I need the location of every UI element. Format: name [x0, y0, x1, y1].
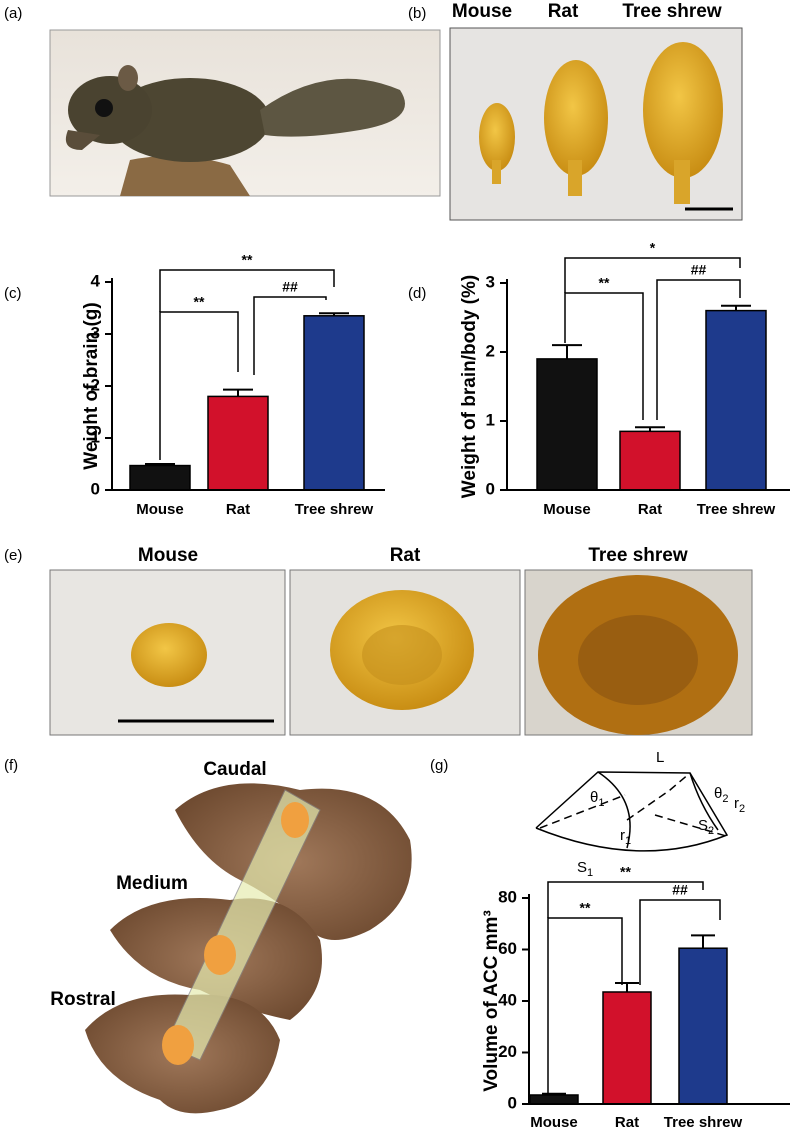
x-tick-label: Rat — [226, 501, 250, 518]
x-tick-label: Rat — [638, 501, 662, 518]
significance-label: * — [650, 240, 656, 256]
diagram-label-sub: 2 — [739, 803, 745, 815]
bar — [303, 315, 365, 491]
photo-coronal-sections — [49, 569, 753, 736]
x-tick-label: Tree shrew — [697, 501, 776, 518]
y-tick-label: 0 — [91, 479, 100, 498]
photo-label: Tree shrew — [622, 1, 721, 22]
diagram-label-main: L — [656, 749, 664, 766]
slice-label: Caudal — [203, 759, 266, 780]
diagram-label-main: θ — [714, 785, 722, 802]
significance-bracket — [547, 881, 704, 918]
significance-label: ** — [194, 294, 205, 310]
brain-slices-diagram — [85, 783, 412, 1114]
slice-label: Medium — [116, 873, 188, 894]
bar — [529, 1094, 579, 1105]
panel-label: (f) — [4, 757, 18, 774]
significance-label: ** — [599, 275, 610, 291]
significance-label: ## — [672, 882, 688, 898]
y-tick-label: 3 — [91, 323, 100, 342]
diagram-label-sub: 2 — [708, 825, 714, 837]
significance-bracket — [159, 311, 239, 460]
diagram-label-sub: 1 — [598, 797, 604, 809]
y-tick-label: 0 — [486, 479, 495, 498]
bar — [678, 947, 728, 1105]
significance-label: ** — [620, 864, 631, 880]
diagram-label-sub: 1 — [587, 867, 593, 879]
y-tick-label: 2 — [91, 375, 100, 394]
y-tick-label: 80 — [498, 887, 517, 906]
significance-bracket — [564, 292, 644, 420]
bar — [602, 991, 652, 1105]
bar — [619, 430, 681, 491]
diagram-label-main: θ — [590, 789, 598, 806]
x-tick-label: Rat — [615, 1114, 639, 1131]
y-tick-label: 4 — [91, 271, 101, 290]
significance-label: ## — [691, 262, 707, 278]
diagram-label-main: r — [734, 795, 739, 812]
x-tick-label: Tree shrew — [664, 1114, 743, 1131]
y-tick-label: 0 — [508, 1093, 517, 1112]
y-tick-label: 1 — [91, 427, 100, 446]
bar-chart: 0 20 40 60 80 Mouse Rat Tree shrew Volume of ACC… — [481, 864, 790, 1131]
diagram-label: r2 — [734, 795, 745, 815]
y-tick-label: 1 — [486, 410, 495, 429]
bar — [705, 309, 767, 491]
x-tick-label: Mouse — [136, 501, 184, 518]
panel-label: (b) — [408, 5, 426, 22]
significance-bracket — [547, 917, 623, 1093]
y-tick-label: 20 — [498, 1042, 517, 1061]
significance-label: ** — [580, 900, 591, 916]
frustum-diagram — [535, 771, 729, 852]
significance-bracket — [159, 269, 335, 312]
photo-label: Mouse — [452, 1, 512, 22]
slice-label: Rostral — [50, 989, 115, 1010]
y-axis-label: Volume of ACC mm³ — [481, 910, 502, 1092]
diagram-label-main: S — [698, 817, 708, 834]
bar — [207, 395, 269, 491]
y-tick-label: 40 — [498, 990, 517, 1009]
significance-bracket — [253, 296, 327, 375]
bar-chart: 0 1 2 3 Mouse Rat Tree shrew Weight of brain/bo… — [459, 240, 790, 518]
y-axis-label: Weight of brain (g) — [81, 302, 102, 469]
diagram-label: θ1 — [590, 789, 604, 809]
diagram-label-main: r — [620, 827, 625, 844]
y-tick-label: 3 — [486, 272, 495, 291]
photo-label: Rat — [390, 545, 421, 566]
diagram-label-main: S — [577, 859, 587, 876]
significance-bracket — [656, 279, 741, 420]
panel-label: (a) — [4, 5, 22, 22]
diagram-label-sub: 2 — [722, 793, 728, 805]
panel-label: (g) — [430, 757, 448, 774]
y-axis-label: Weight of brain/body (%) — [459, 275, 480, 498]
diagram-label: r1 — [620, 827, 631, 847]
significance-label: ## — [282, 279, 298, 295]
x-tick-label: Mouse — [543, 501, 591, 518]
y-tick-label: 2 — [486, 341, 495, 360]
bar — [129, 464, 191, 491]
photo-label: Tree shrew — [588, 545, 687, 566]
significance-label: ** — [242, 252, 253, 268]
x-tick-label: Tree shrew — [295, 501, 374, 518]
panel-label: (c) — [4, 285, 22, 302]
diagram-label: S2 — [698, 817, 714, 837]
panel-label: (d) — [408, 285, 426, 302]
photo-whole-brains — [449, 27, 743, 221]
photo-tree-shrew — [49, 29, 441, 197]
diagram-label: θ2 — [714, 785, 728, 805]
photo-label: Mouse — [138, 545, 198, 566]
significance-bracket — [564, 257, 741, 293]
significance-bracket — [639, 899, 721, 985]
panel-label: (e) — [4, 547, 22, 564]
x-tick-label: Mouse — [530, 1114, 578, 1131]
bar-chart: 0 1 2 3 4 Mouse Rat Tree shrew Weight of brain (… — [81, 252, 385, 518]
bar — [536, 358, 598, 491]
y-tick-label: 60 — [498, 939, 517, 958]
diagram-label: L — [656, 749, 664, 766]
photo-label: Rat — [548, 1, 579, 22]
diagram-label-sub: 1 — [625, 835, 631, 847]
diagram-label: S1 — [577, 859, 593, 879]
